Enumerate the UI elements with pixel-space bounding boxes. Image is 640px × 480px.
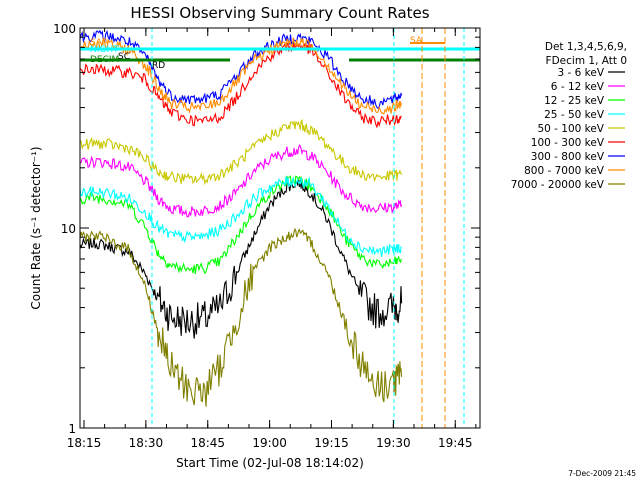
series-line-7000-20000-kev bbox=[79, 227, 403, 407]
x-axis-label: Start Time (02-Jul-08 18:14:02) bbox=[176, 456, 364, 470]
flag-label-night: NIGHT bbox=[90, 45, 119, 55]
legend-label-50-100-kev: 50 - 100 keV bbox=[537, 123, 604, 135]
legend: Det 1,3,4,5,6,9, FDecim 1, Att 03 - 6 keV… bbox=[511, 41, 627, 191]
y-tick-label-10: 10 bbox=[61, 222, 76, 236]
legend-label-25-50-kev: 25 - 50 keV bbox=[544, 109, 605, 121]
series-layer bbox=[79, 29, 403, 407]
y-tick-label-100: 100 bbox=[53, 22, 76, 36]
legend-header-0: Det 1,3,4,5,6,9, bbox=[545, 41, 627, 53]
x-tick-label-19-00: 19:00 bbox=[252, 436, 287, 450]
chart-title: HESSI Observing Summary Count Rates bbox=[130, 4, 429, 22]
legend-label-800-7000-kev: 800 - 7000 keV bbox=[524, 165, 605, 177]
series-line-100-300-kev bbox=[79, 42, 402, 129]
series-line-25-50-kev bbox=[79, 176, 402, 257]
y-axis-label: Count Rate (s⁻¹ detector⁻¹) bbox=[29, 146, 43, 309]
legend-label-7000-20000-kev: 7000 - 20000 keV bbox=[511, 179, 605, 191]
footer-date: 7-Dec-2009 21:45 bbox=[568, 469, 636, 478]
y-tick-label-1: 1 bbox=[68, 422, 76, 436]
annotation-sa: SA bbox=[410, 36, 423, 46]
series-line-12-25-kev bbox=[79, 175, 402, 275]
series-line-6-12-kev bbox=[79, 144, 403, 218]
legend-label-300-800-kev: 300 - 800 keV bbox=[531, 151, 605, 163]
flag-label-saa: SAA bbox=[90, 38, 109, 48]
legend-header-1: FDecim 1, Att 0 bbox=[546, 55, 627, 67]
series-line-800-7000-kev bbox=[79, 36, 403, 115]
x-tick-label-19-45: 19:45 bbox=[438, 436, 473, 450]
x-tick-label-18-30: 18:30 bbox=[129, 436, 164, 450]
series-line-50-100-kev bbox=[79, 118, 403, 186]
annotation-sc: SC bbox=[118, 52, 130, 62]
x-tick-label-19-30: 19:30 bbox=[376, 436, 411, 450]
annotation-rd: RD bbox=[152, 61, 165, 71]
legend-label-100-300-kev: 100 - 300 keV bbox=[531, 137, 605, 149]
legend-label-12-25-kev: 12 - 25 keV bbox=[544, 95, 605, 107]
x-tick-label-18-15: 18:15 bbox=[67, 436, 102, 450]
series-line-300-800-kev bbox=[79, 29, 403, 110]
flag-label-decim: DECIM bbox=[90, 55, 119, 65]
axis-layer: 18:15 18:30 18:45 19:00 19:15 19:30 19:45 1 10 10… bbox=[53, 22, 480, 450]
legend-label-3-6-kev: 3 - 6 keV bbox=[557, 67, 604, 79]
x-tick-label-18-45: 18:45 bbox=[190, 436, 225, 450]
series-line-3-6-kev bbox=[79, 179, 403, 339]
legend-label-6-12-kev: 6 - 12 keV bbox=[551, 81, 605, 93]
x-tick-label-19-15: 19:15 bbox=[314, 436, 349, 450]
